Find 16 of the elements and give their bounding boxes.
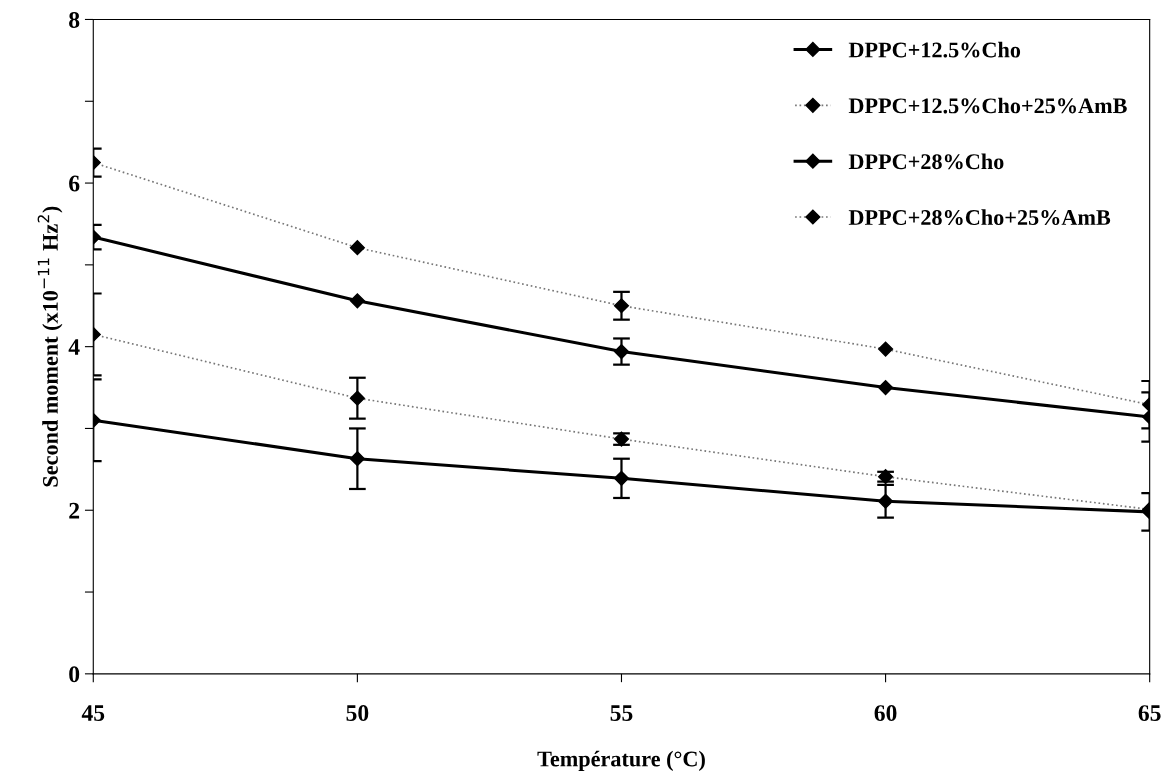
legend-label: DPPC+12.5%Cho (848, 41, 1021, 58)
y-tick-label: 6 (69, 175, 80, 192)
y-tick-label: 4 (68, 339, 80, 355)
y-tick-label: 0 (69, 666, 80, 683)
legend-label: DPPC+28%Cho+25%AmB (848, 209, 1111, 226)
legend-label: DPPC+28%Cho (848, 153, 1004, 170)
x-axis-title: Température (°C) (537, 750, 705, 771)
legend-label: DPPC+12.5%Cho+25%AmB (848, 97, 1127, 114)
y-tick-label: 8 (69, 11, 80, 28)
x-tick-label: 65 (1138, 705, 1161, 722)
x-tick-label: 60 (874, 705, 897, 722)
x-tick-label: 55 (610, 705, 633, 722)
x-tick-label: 45 (81, 705, 105, 722)
y-tick-label: 2 (69, 502, 80, 519)
x-tick-label: 50 (346, 705, 369, 722)
y-axis-title: Second moment (x10$^{−11}$ Hz$^{2}$) (37, 206, 63, 487)
